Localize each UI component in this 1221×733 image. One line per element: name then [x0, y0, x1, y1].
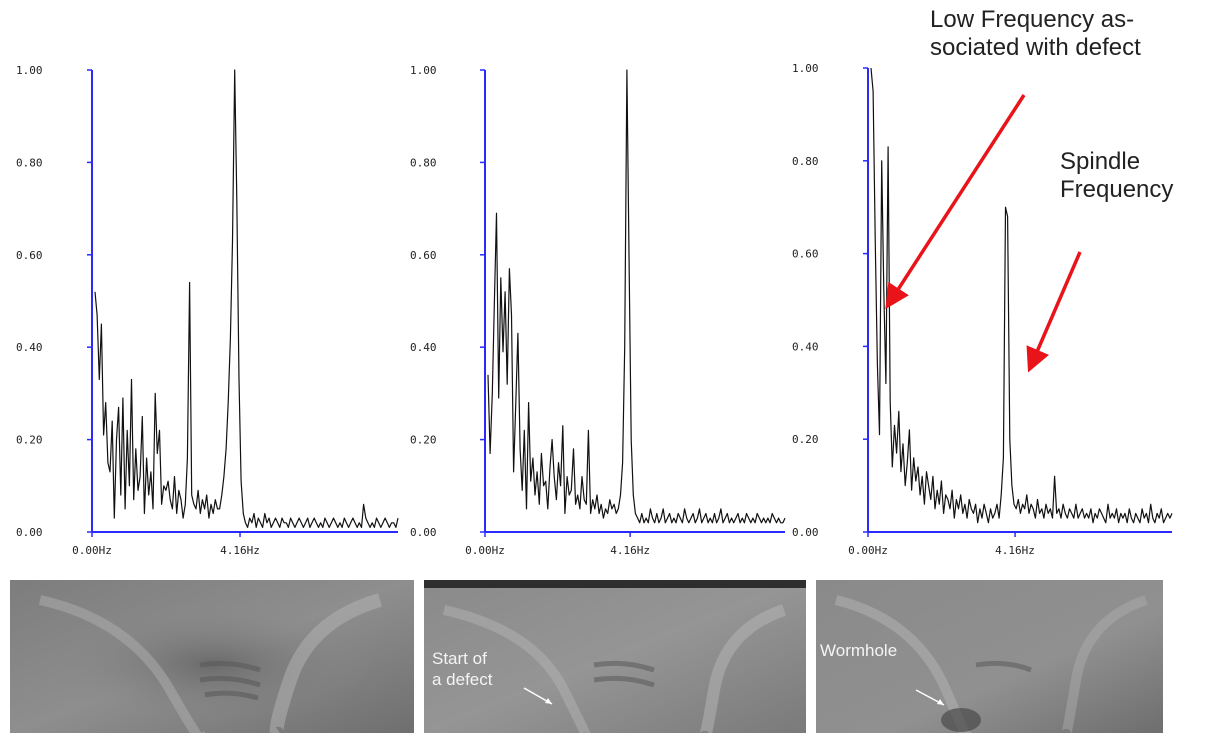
y-tick-label: 0.20: [16, 434, 43, 447]
y-tick-label: 1.00: [792, 62, 819, 75]
spectrum-line: [870, 67, 1173, 524]
y-tick-label: 1.00: [410, 64, 437, 77]
x-tick-label: 0.00Hz: [72, 544, 112, 557]
spectra-figure: 0.00 0.20 0.40 0.60 0.80 1.00 0.00Hz 4.16Hz 0.0…: [16, 62, 1173, 557]
spectrum-chart-1: 0.00 0.20 0.40 0.60 0.80 1.00 0.00Hz 4.16Hz: [16, 64, 399, 557]
spectrum-chart-2: 0.00 0.20 0.40 0.60 0.80 1.00 0.00Hz 4.16Hz: [410, 64, 786, 557]
y-tick-label: 0.60: [16, 249, 43, 262]
x-tick-label: 0.00Hz: [465, 544, 505, 557]
y-tick-label: 0.80: [792, 155, 819, 168]
y-tick-label: 0.00: [410, 526, 437, 539]
spectrum-line: [487, 69, 786, 524]
x-tick-label: 4.16Hz: [220, 544, 260, 557]
y-tick-label: 0.60: [410, 249, 437, 262]
spectrum-line: [94, 69, 399, 529]
micrograph-1-image: [10, 580, 414, 733]
micrograph-2-image: [424, 580, 806, 733]
low-frequency-annotation: Low Frequency as- sociated with defect: [930, 6, 1141, 61]
micrograph-3-label: Wormhole: [820, 641, 898, 660]
micrograph-1: [10, 580, 414, 733]
y-tick-label: 0.20: [792, 433, 819, 446]
spectrum-chart-3: 0.00 0.20 0.40 0.60 0.80 1.00 0.00Hz 4.16Hz: [792, 62, 1173, 557]
y-tick-label: 0.20: [410, 434, 437, 447]
micrograph-3-image: [816, 580, 1163, 733]
y-tick-label: 0.40: [16, 341, 43, 354]
y-tick-label: 0.40: [410, 341, 437, 354]
y-tick-label: 0.00: [16, 526, 43, 539]
micrograph-3: Wormhole: [816, 580, 1163, 733]
x-tick-label: 0.00Hz: [848, 544, 888, 557]
y-tick-label: 0.80: [16, 156, 43, 169]
y-tick-label: 0.80: [410, 156, 437, 169]
low-frequency-arrow: [885, 94, 1026, 310]
y-tick-label: 0.40: [792, 340, 819, 353]
x-tick-label: 4.16Hz: [610, 544, 650, 557]
spindle-frequency-arrow: [1026, 251, 1082, 373]
micrograph-2: Start of a defect: [424, 580, 806, 733]
annotation-arrows: [885, 94, 1082, 373]
spindle-frequency-annotation: Spindle Frequency: [1060, 148, 1174, 203]
y-tick-label: 0.00: [792, 526, 819, 539]
x-tick-label: 4.16Hz: [995, 544, 1035, 557]
y-tick-label: 1.00: [16, 64, 43, 77]
micrograph-2-label: Start of a defect: [432, 649, 493, 689]
y-tick-label: 0.60: [792, 248, 819, 261]
